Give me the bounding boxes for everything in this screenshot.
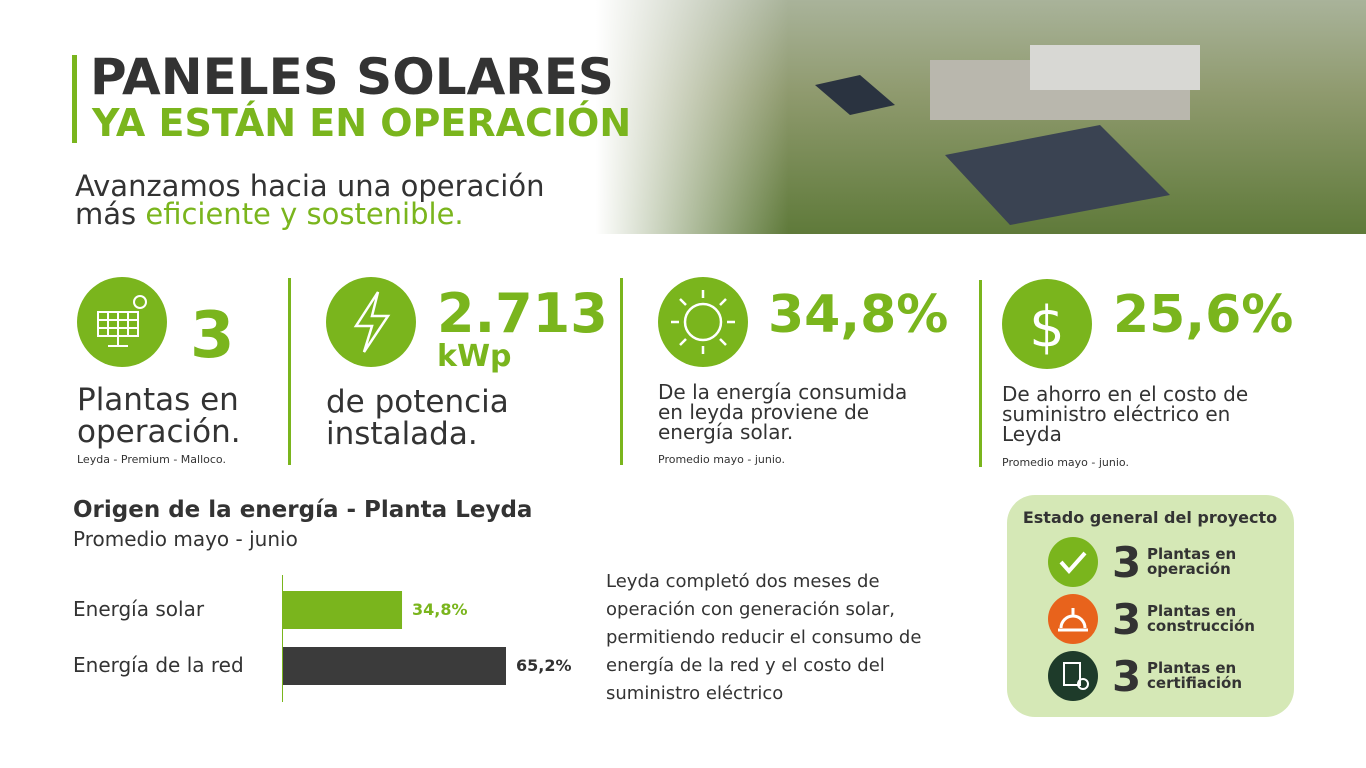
stat-label: energía solar.: [658, 420, 793, 444]
stat-label: Leyda: [1002, 422, 1062, 446]
stat-label: operación.: [77, 414, 241, 450]
stat-label: De ahorro en el costo de: [1002, 382, 1248, 406]
status-label: Plantas en: [1147, 602, 1236, 620]
note-line: Leyda completó dos meses de: [606, 571, 880, 592]
energy-chart: Origen de la energía - Planta Leyda Prom…: [73, 497, 572, 702]
subtitle: YA ESTÁN EN OPERACIÓN: [91, 101, 631, 145]
bar: [283, 591, 403, 629]
separators: [288, 278, 982, 467]
stat-note: Promedio mayo - junio.: [1002, 456, 1129, 469]
stat-note: Promedio mayo - junio.: [658, 453, 785, 466]
stat-value: 3: [190, 299, 235, 373]
note: Leyda completó dos meses de operación con…: [606, 571, 921, 704]
stat-value: 25,6%: [1113, 285, 1293, 345]
photo: [596, 0, 1366, 234]
stat-label: suministro eléctrico en: [1002, 402, 1230, 426]
value-label: 34,8%: [412, 600, 468, 619]
status-count: 3: [1112, 652, 1141, 701]
tagline: Avanzamos hacia una operación: [75, 169, 544, 203]
tagline: más eficiente y sostenible.: [75, 197, 464, 231]
tagline-start: más: [75, 197, 136, 231]
status-label: certifiación: [1147, 674, 1242, 692]
status-title: Estado general del proyecto: [1023, 508, 1277, 527]
stat-label: Plantas en: [77, 382, 239, 418]
chart-subtitle: Promedio mayo - junio: [73, 527, 298, 551]
category-label: Energía solar: [73, 597, 205, 621]
stat-unit: kWp: [437, 339, 512, 374]
status-label: Plantas en: [1147, 659, 1236, 677]
stat-note: Leyda - Premium - Malloco.: [77, 453, 226, 466]
note-line: energía de la red y el costo del: [606, 655, 885, 676]
svg-text:$: $: [1029, 295, 1065, 360]
stat-label: de potencia: [326, 384, 509, 420]
accent-bar: [72, 55, 77, 143]
note-line: permitiendo reducir el consumo de: [606, 627, 921, 648]
icon-sun: [658, 277, 748, 367]
tagline-highlight: eficiente y sostenible.: [145, 197, 463, 231]
stat-label: instalada.: [326, 416, 478, 452]
chart-title: Origen de la energía - Planta Leyda: [73, 497, 532, 523]
icon-bolt: [326, 277, 416, 367]
status-count: 3: [1112, 595, 1141, 644]
value-label: 65,2%: [516, 656, 572, 675]
stat-label: De la energía consumida: [658, 380, 907, 404]
status-count: 3: [1112, 538, 1141, 587]
bar: [283, 647, 506, 685]
status-label: Plantas en: [1147, 545, 1236, 563]
stat-label: en leyda proviene de: [658, 400, 869, 424]
category-label: Energía de la red: [73, 653, 244, 677]
status-label: operación: [1147, 560, 1231, 578]
icon-solar-panel: [77, 277, 167, 367]
note-line: suministro eléctrico: [606, 683, 783, 704]
icon-dollar: $: [1002, 279, 1092, 369]
status-label: construcción: [1147, 617, 1255, 635]
status-panel: Estado general del proyecto: [1007, 495, 1294, 717]
title: PANELES SOLARES: [90, 48, 614, 106]
note-line: operación con generación solar,: [606, 599, 895, 620]
stat-value: 2.713: [437, 282, 608, 345]
stat-value: 34,8%: [768, 285, 948, 345]
